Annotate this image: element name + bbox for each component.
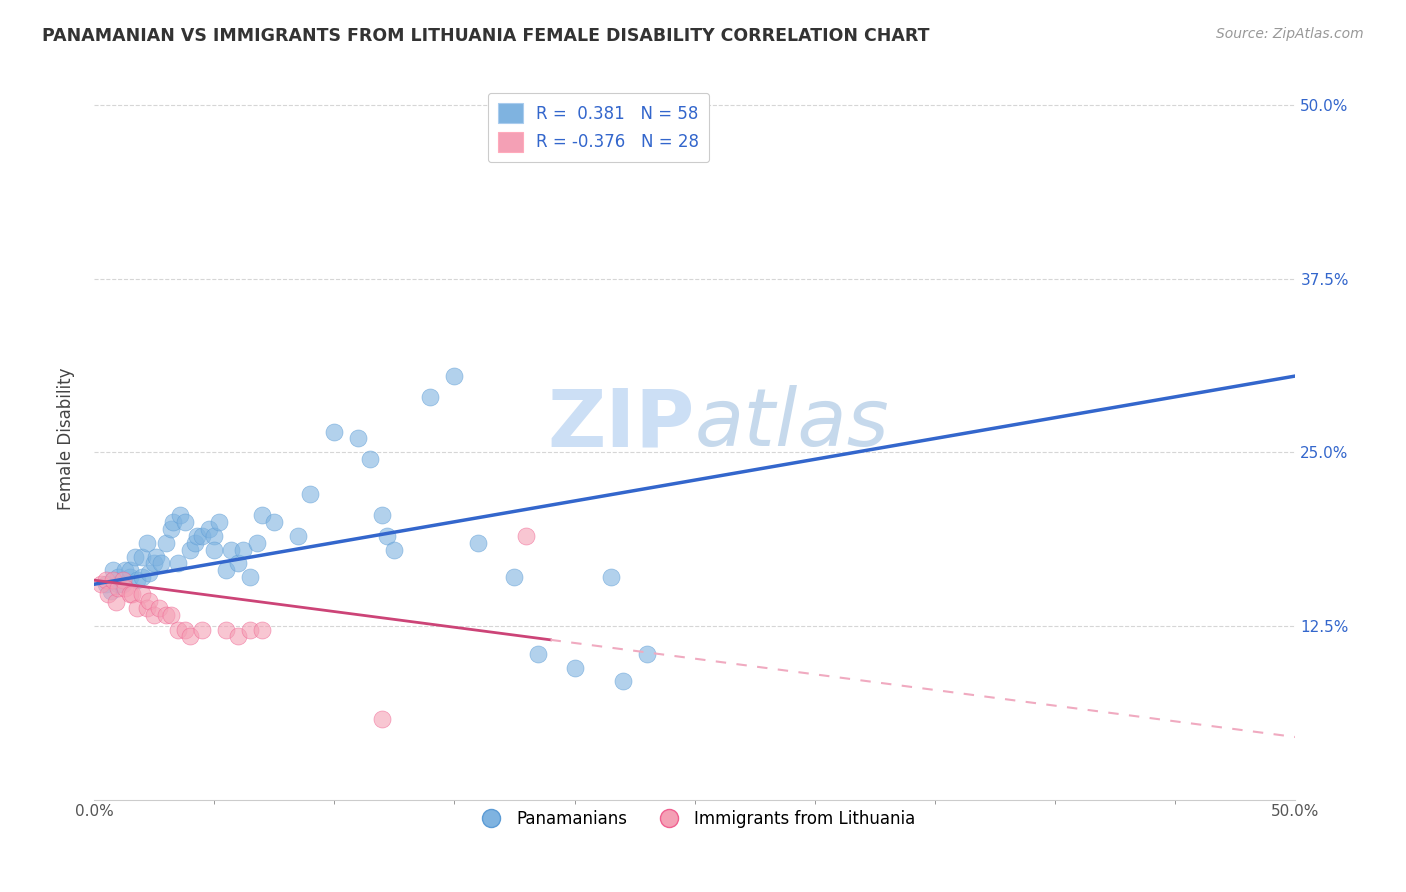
Point — [118, 563, 141, 577]
Point — [111, 573, 134, 587]
Point — [239, 570, 262, 584]
Point — [215, 623, 238, 637]
Point — [467, 535, 489, 549]
Text: Source: ZipAtlas.com: Source: ZipAtlas.com — [1216, 27, 1364, 41]
Point — [179, 629, 201, 643]
Point — [184, 535, 207, 549]
Point — [138, 566, 160, 581]
Point — [219, 542, 242, 557]
Point — [371, 712, 394, 726]
Point — [155, 535, 177, 549]
Point — [127, 600, 149, 615]
Point — [100, 584, 122, 599]
Point — [107, 582, 129, 596]
Point — [94, 577, 117, 591]
Point — [131, 549, 153, 564]
Point — [191, 623, 214, 637]
Point — [382, 542, 405, 557]
Point — [226, 557, 249, 571]
Point — [138, 594, 160, 608]
Point — [515, 529, 537, 543]
Point — [375, 529, 398, 543]
Point — [97, 587, 120, 601]
Point — [202, 529, 225, 543]
Point — [250, 623, 273, 637]
Point — [250, 508, 273, 522]
Point — [167, 557, 190, 571]
Point — [347, 432, 370, 446]
Point — [232, 542, 254, 557]
Point — [527, 647, 550, 661]
Point — [179, 542, 201, 557]
Point — [150, 557, 173, 571]
Point — [419, 390, 441, 404]
Point — [148, 600, 170, 615]
Point — [208, 515, 231, 529]
Point — [118, 587, 141, 601]
Point — [359, 452, 381, 467]
Point — [107, 577, 129, 591]
Point — [323, 425, 346, 439]
Point — [564, 660, 586, 674]
Point — [107, 570, 129, 584]
Point — [111, 577, 134, 591]
Point — [174, 623, 197, 637]
Point — [114, 582, 136, 596]
Point — [135, 600, 157, 615]
Point — [612, 674, 634, 689]
Point — [90, 577, 112, 591]
Point — [127, 573, 149, 587]
Point — [198, 522, 221, 536]
Point — [599, 570, 621, 584]
Text: ZIP: ZIP — [547, 385, 695, 463]
Point — [371, 508, 394, 522]
Point — [121, 587, 143, 601]
Point — [162, 515, 184, 529]
Point — [131, 570, 153, 584]
Point — [503, 570, 526, 584]
Point — [186, 529, 208, 543]
Point — [636, 647, 658, 661]
Point — [443, 369, 465, 384]
Point — [143, 607, 166, 622]
Y-axis label: Female Disability: Female Disability — [58, 368, 75, 509]
Point — [246, 535, 269, 549]
Point — [202, 542, 225, 557]
Text: atlas: atlas — [695, 385, 890, 463]
Point — [263, 515, 285, 529]
Point — [159, 522, 181, 536]
Point — [104, 595, 127, 609]
Point — [174, 515, 197, 529]
Point — [167, 623, 190, 637]
Point — [299, 487, 322, 501]
Point — [118, 570, 141, 584]
Point — [143, 557, 166, 571]
Point — [114, 563, 136, 577]
Point — [239, 623, 262, 637]
Legend: Panamanians, Immigrants from Lithuania: Panamanians, Immigrants from Lithuania — [468, 803, 922, 835]
Point — [155, 607, 177, 622]
Point — [287, 529, 309, 543]
Point — [94, 573, 117, 587]
Point — [159, 607, 181, 622]
Point — [124, 549, 146, 564]
Point — [145, 549, 167, 564]
Point — [101, 563, 124, 577]
Point — [169, 508, 191, 522]
Text: PANAMANIAN VS IMMIGRANTS FROM LITHUANIA FEMALE DISABILITY CORRELATION CHART: PANAMANIAN VS IMMIGRANTS FROM LITHUANIA … — [42, 27, 929, 45]
Point — [191, 529, 214, 543]
Point — [101, 573, 124, 587]
Point — [135, 535, 157, 549]
Point — [226, 629, 249, 643]
Point — [131, 587, 153, 601]
Point — [215, 563, 238, 577]
